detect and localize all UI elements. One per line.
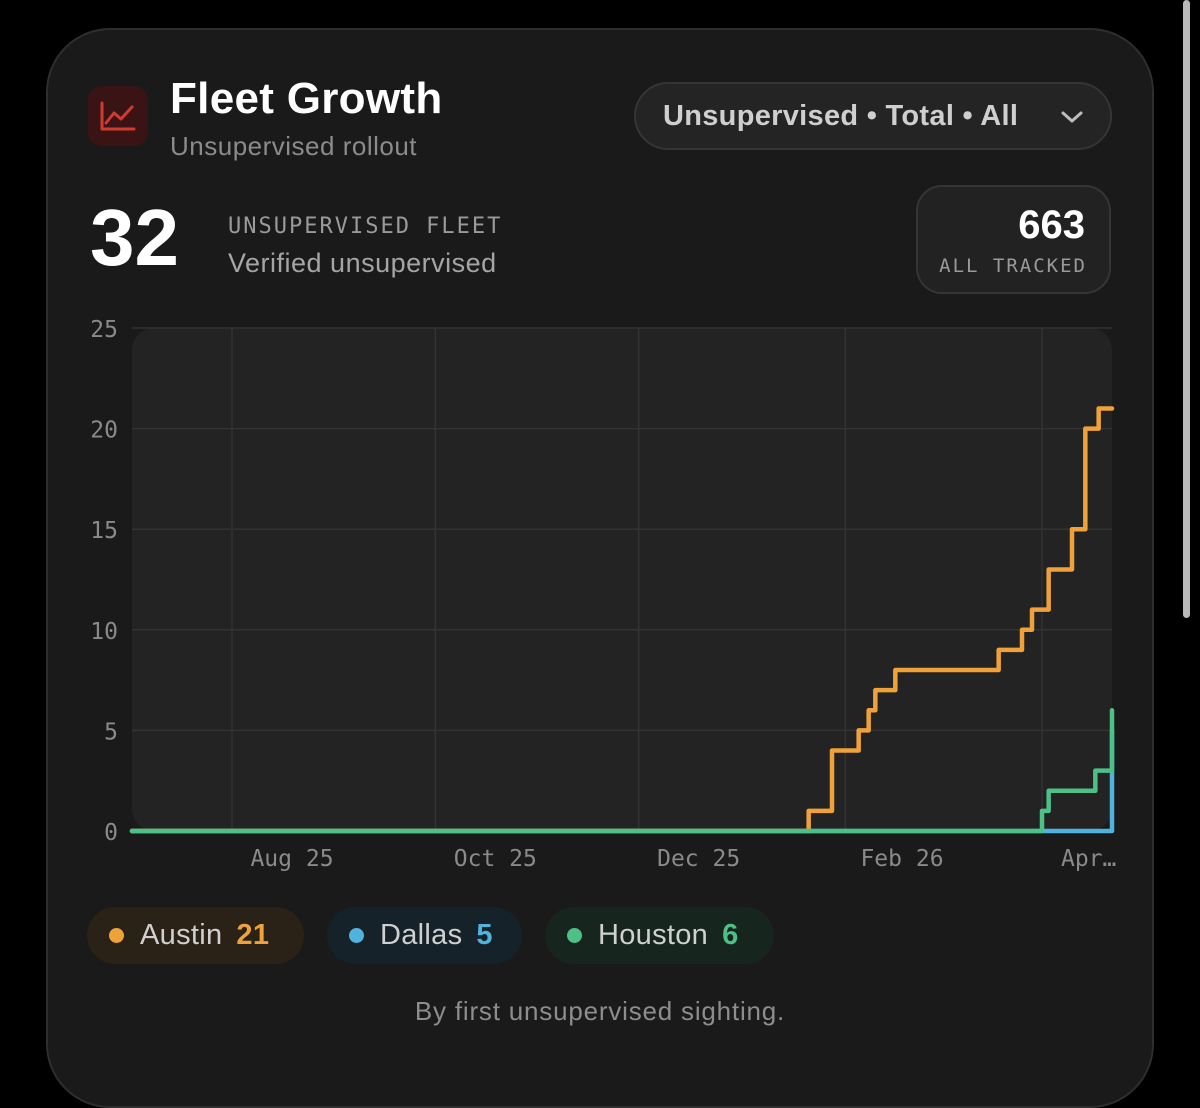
tracked-label: ALL TRACKED [939, 255, 1087, 277]
page-subtitle: Unsupervised rollout [170, 131, 418, 161]
y-tick-label: 5 [104, 719, 118, 745]
scrollbar[interactable] [1183, 0, 1190, 618]
y-tick-label: 20 [90, 418, 118, 444]
footnote: By first unsupervised sighting. [414, 996, 786, 1026]
legend-dot-icon [109, 928, 124, 943]
legend-value: 21 [236, 919, 270, 951]
unsupervised-count: 32 [90, 193, 179, 282]
x-tick-label: Apr… [1061, 846, 1116, 872]
page-title: Fleet Growth [170, 74, 443, 123]
fleet-label: UNSUPERVISED FLEET [228, 214, 503, 239]
trending-chart-icon [88, 86, 148, 146]
x-tick-label: Oct 25 [454, 846, 537, 872]
legend-value: 6 [722, 919, 739, 951]
legend-item-austin[interactable]: Austin 21 [87, 907, 304, 964]
legend-name: Houston [598, 919, 709, 951]
all-tracked-badge[interactable]: 663 ALL TRACKED [916, 185, 1111, 294]
legend-dot-icon [567, 928, 582, 943]
fleet-growth-chart: 0 5 10 15 20 25 Aug 25 Oct 25 Dec 25 Feb 26 Apr… [90, 317, 1116, 872]
legend-item-houston[interactable]: Houston 6 [545, 907, 774, 964]
filter-label: Unsupervised • Total • All [663, 99, 1019, 132]
x-tick-label: Dec 25 [657, 846, 740, 872]
series-line-austin [129, 406, 1115, 834]
y-tick-label: 25 [90, 317, 118, 343]
tracked-count: 663 [1018, 203, 1085, 247]
legend-name: Austin [140, 919, 223, 951]
legend-value: 5 [476, 919, 493, 951]
y-tick-label: 15 [90, 518, 118, 544]
plot-area [132, 328, 1112, 831]
legend-name: Dallas [380, 919, 463, 951]
filter-dropdown[interactable]: Unsupervised • Total • All [634, 82, 1112, 150]
fleet-sublabel: Verified unsupervised [228, 248, 497, 278]
x-tick-label: Aug 25 [250, 846, 333, 872]
x-tick-label: Feb 26 [860, 846, 943, 872]
legend-item-dallas[interactable]: Dallas 5 [327, 907, 522, 964]
chevron-down-icon [1061, 111, 1083, 123]
y-tick-label: 0 [104, 820, 118, 846]
legend-dot-icon [349, 928, 364, 943]
series-line-houston [129, 708, 1115, 834]
y-tick-label: 10 [90, 619, 118, 645]
